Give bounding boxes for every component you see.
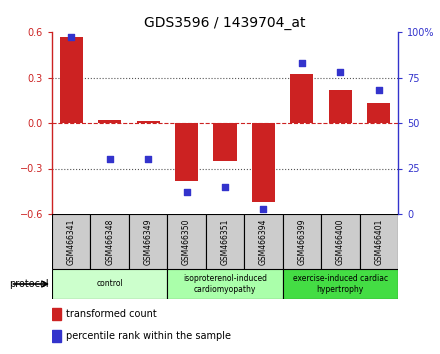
Text: control: control [96,280,123,289]
Bar [206,214,244,269]
Bar [367,103,390,123]
Point [375,87,382,93]
Point [221,184,228,189]
Bar [52,330,61,342]
Bar [98,120,121,123]
Text: GSM466399: GSM466399 [297,218,306,265]
Bar [52,308,61,320]
Text: protocol: protocol [9,279,48,289]
Point [183,189,190,195]
Text: GSM466400: GSM466400 [336,218,345,265]
Point [337,69,344,75]
Text: GSM466351: GSM466351 [220,218,230,265]
Text: transformed count: transformed count [66,309,157,319]
Text: percentile rank within the sample: percentile rank within the sample [66,331,231,341]
Bar [52,269,167,299]
Point [298,60,305,66]
Point [106,156,113,162]
Bar [60,36,83,123]
Text: exercise-induced cardiac
hypertrophy: exercise-induced cardiac hypertrophy [293,274,388,294]
Bar [244,214,282,269]
Bar [167,214,206,269]
Bar [252,123,275,202]
Bar [213,123,237,161]
Bar [91,214,129,269]
Bar [290,74,313,123]
Point [145,156,152,162]
Bar [52,214,91,269]
Bar [359,214,398,269]
Bar [167,269,282,299]
Text: GSM466394: GSM466394 [259,218,268,265]
Text: GSM466348: GSM466348 [105,218,114,265]
Text: GSM466341: GSM466341 [67,218,76,265]
Text: GSM466350: GSM466350 [182,218,191,265]
Point [68,35,75,40]
Bar [129,214,167,269]
Bar [175,123,198,181]
Text: GSM466349: GSM466349 [143,218,153,265]
Bar [282,214,321,269]
Bar [282,269,398,299]
Bar [329,90,352,123]
Point [260,206,267,211]
Text: isoproterenol-induced
cardiomyopathy: isoproterenol-induced cardiomyopathy [183,274,267,294]
Text: GSM466401: GSM466401 [374,218,383,265]
Bar [136,121,160,123]
Title: GDS3596 / 1439704_at: GDS3596 / 1439704_at [144,16,306,30]
Bar [321,214,359,269]
